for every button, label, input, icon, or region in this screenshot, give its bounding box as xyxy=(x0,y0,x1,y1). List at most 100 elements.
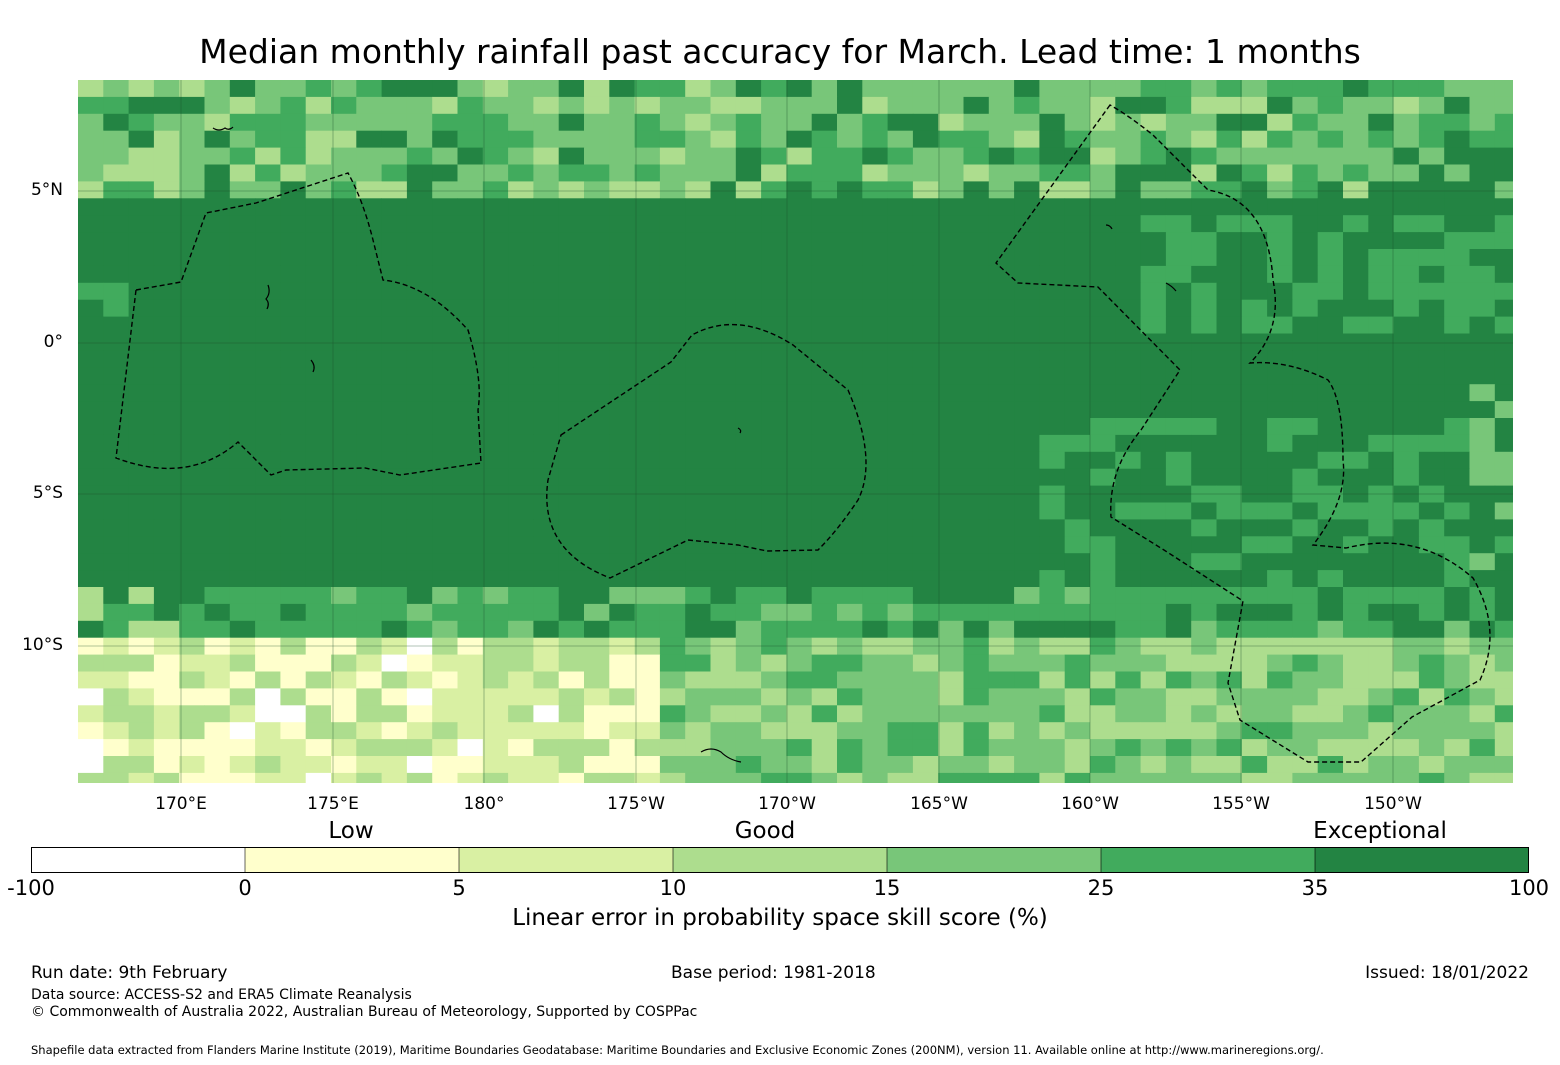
skill-cell xyxy=(1444,519,1470,537)
skill-cell xyxy=(1039,299,1066,317)
tick-10: 10 xyxy=(659,876,687,900)
skill-cell xyxy=(735,147,762,165)
lon-label-180: 180° xyxy=(463,794,505,814)
skill-cell xyxy=(356,316,382,334)
skill-cell xyxy=(1368,181,1394,199)
skill-cell xyxy=(735,130,762,148)
skill-cell xyxy=(508,401,534,419)
skill-cell xyxy=(735,113,762,132)
skill-cell xyxy=(963,401,990,419)
skill-cell xyxy=(508,688,534,706)
skill-cell xyxy=(786,215,813,233)
skill-cell xyxy=(938,367,964,385)
skill-cell xyxy=(1014,367,1040,385)
skill-cell xyxy=(558,654,585,672)
skill-cell xyxy=(1267,772,1293,783)
skill-cell xyxy=(1267,350,1293,368)
skill-cell xyxy=(1444,705,1470,723)
skill-cell xyxy=(761,451,787,470)
skill-cell xyxy=(558,671,585,689)
skill-cell xyxy=(432,164,458,182)
skill-cell xyxy=(78,367,104,385)
skill-cell xyxy=(1064,164,1091,182)
skill-cell xyxy=(634,587,661,605)
skill-cell xyxy=(1317,688,1344,706)
skill-cell xyxy=(988,654,1015,672)
skill-cell xyxy=(482,249,509,267)
skill-cell xyxy=(482,502,509,520)
skill-cell xyxy=(457,603,484,622)
skill-cell xyxy=(1165,96,1192,115)
skill-cell xyxy=(761,350,787,368)
skill-cell xyxy=(1165,232,1192,250)
skill-cell xyxy=(1267,637,1293,655)
skill-cell xyxy=(1494,502,1513,520)
skill-cell xyxy=(406,502,433,520)
skill-cell xyxy=(533,468,560,486)
skill-cell xyxy=(912,130,939,148)
skill-cell xyxy=(432,418,458,436)
skill-cell xyxy=(255,620,281,639)
skill-cell xyxy=(1292,756,1319,774)
skill-cell xyxy=(710,451,737,470)
skill-cell xyxy=(1115,384,1141,402)
skill-cell xyxy=(710,367,737,385)
skill-cell xyxy=(988,772,1015,783)
skill-cell xyxy=(1064,570,1091,588)
skill-cell xyxy=(685,722,711,740)
skill-cell xyxy=(432,333,458,351)
skill-cell xyxy=(938,232,964,250)
skill-cell xyxy=(761,316,787,334)
skill-cell xyxy=(1115,620,1141,639)
skill-cell xyxy=(584,80,610,98)
skill-cell xyxy=(761,620,787,639)
skill-cell xyxy=(229,130,256,148)
skill-cell xyxy=(1267,722,1293,740)
skill-cell xyxy=(862,434,888,453)
skill-cell xyxy=(305,705,332,723)
skill-cell xyxy=(609,198,635,216)
skill-cell xyxy=(331,96,357,115)
skill-cell xyxy=(938,434,964,453)
skill-cell xyxy=(1140,333,1167,351)
skill-cell xyxy=(1393,147,1420,165)
skill-cell xyxy=(1165,164,1192,182)
skill-cell xyxy=(1317,587,1344,605)
skill-cell xyxy=(1064,485,1091,503)
lon-label-170w: 170°W xyxy=(758,794,816,814)
skill-cell xyxy=(356,688,382,706)
skill-cell xyxy=(103,553,129,571)
skill-cell xyxy=(584,654,610,672)
skill-cell xyxy=(938,282,964,301)
skill-cell xyxy=(1418,705,1445,723)
skill-cell xyxy=(786,232,813,250)
skill-cell xyxy=(1469,265,1496,284)
skill-cell xyxy=(761,688,787,706)
skill-cell xyxy=(331,232,357,250)
skill-cell xyxy=(558,333,585,351)
skill-cell xyxy=(1090,401,1116,419)
skill-cell xyxy=(128,282,155,301)
skill-cell xyxy=(103,181,129,199)
skill-cell xyxy=(1191,367,1217,385)
skill-cell xyxy=(1241,502,1268,520)
skill-cell xyxy=(128,384,155,402)
skill-cell xyxy=(634,536,661,554)
skill-cell xyxy=(1090,688,1116,706)
skill-cell xyxy=(609,181,635,199)
skill-cell xyxy=(938,772,964,783)
skill-cell xyxy=(457,434,484,453)
skill-cell xyxy=(558,215,585,233)
skill-cell xyxy=(1292,350,1319,368)
skill-cell xyxy=(229,96,256,115)
skill-cell xyxy=(1368,316,1394,334)
skill-cell xyxy=(1039,130,1066,148)
skill-cell xyxy=(1343,570,1369,588)
skill-cell xyxy=(1039,232,1066,250)
skill-cell xyxy=(1216,282,1243,301)
skill-cell xyxy=(1191,739,1217,757)
eez-kiribati-line xyxy=(995,104,1491,763)
skill-cell xyxy=(1140,637,1167,655)
skill-cell xyxy=(1216,249,1243,267)
skill-cell xyxy=(1241,299,1268,317)
